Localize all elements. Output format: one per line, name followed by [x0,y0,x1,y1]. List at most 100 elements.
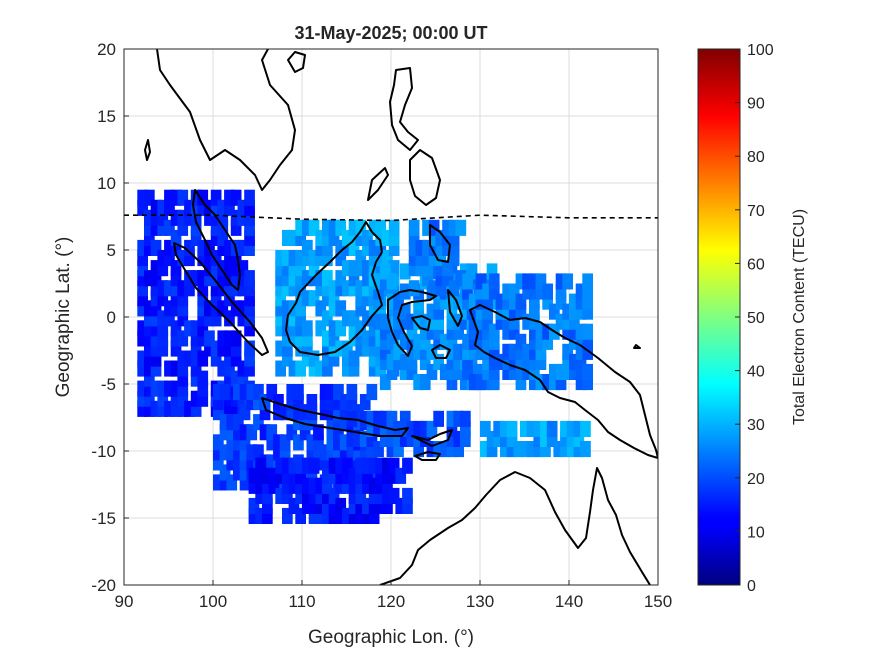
tec-cell [217,260,229,277]
tec-cell [466,263,478,280]
tec-cell [468,303,480,320]
tec-cell [335,239,347,256]
tec-cell [204,209,215,226]
tec-cell [204,199,215,216]
tec-cell [299,414,311,431]
tec-cell [362,340,373,357]
tec-cell [282,350,293,367]
tec-cell [262,487,273,504]
tec-cell [353,430,364,447]
tec-cell [582,283,593,300]
tec-cell [508,323,520,340]
tec-cell [210,260,222,277]
tec-cell [562,363,573,380]
tec-cell [150,239,162,256]
tec-cell [580,441,591,458]
tec-cell [217,300,229,317]
tec-cell [542,323,553,340]
y-tick-label: -10 [91,442,116,461]
tec-cell [273,444,284,461]
tec-cell [177,310,189,327]
tec-cell [549,374,560,391]
tec-cell [184,199,195,216]
tec-cell [339,414,351,431]
tec-cell [515,293,527,310]
tec-cell [230,260,242,277]
tec-cell [408,229,420,246]
tec-cell [190,199,202,216]
tec-cell [575,374,587,391]
tec-cell [506,420,518,437]
tec-cell [150,280,162,297]
tec-cell [348,360,360,377]
tec-cell [306,394,318,411]
tec-cell [475,303,487,320]
tec-cell [313,424,324,441]
tec-cell [197,300,209,317]
tec-cell [306,434,318,451]
tec-cell [453,323,464,340]
tec-cell [197,370,209,387]
tec-cell [342,350,353,367]
tec-cell [177,280,189,297]
magnetic-equator-line [124,214,658,222]
tec-cell [288,457,300,474]
tec-cell [282,270,293,287]
tec-cell [419,374,431,391]
tec-cell [362,497,373,514]
tec-cell [137,360,148,377]
tec-cell [342,260,353,277]
tec-cell [157,280,169,297]
tec-cell [379,313,391,330]
tec-cell [508,293,520,310]
tec-cell [562,273,573,290]
tec-cell [213,454,224,471]
tec-cell [393,343,404,360]
tec-cell [362,290,373,307]
tec-cell [522,353,533,370]
tec-cell [515,374,527,391]
tec-cell [157,330,169,347]
tec-cell [170,300,182,317]
tec-cell [475,323,487,340]
tec-cell [184,250,195,267]
tec-cell [322,250,333,267]
tec-cell [575,283,587,300]
colorbar-tick-label: 50 [747,310,765,327]
tec-cell [508,353,520,370]
tec-cell [399,313,411,330]
tec-cell [197,239,209,256]
tec-cell [177,350,189,367]
tec-cell [197,290,209,307]
tec-cell [210,290,222,307]
tec-cell [197,390,209,407]
tec-cell [575,293,587,310]
tec-cell [342,239,353,256]
tec-cell [406,430,418,447]
tec-cell [302,290,313,307]
tec-cell [502,293,513,310]
tec-cell [468,333,480,350]
tec-cell [582,333,593,350]
tec-cell [439,293,451,310]
tec-cell [535,283,547,300]
tec-cell [219,414,231,431]
tec-cell [399,263,411,280]
tec-cell [177,219,189,236]
tec-cell [475,374,487,391]
tec-cell [210,199,222,216]
tec-cell [137,290,148,307]
tec-cell [382,467,393,484]
colorbar-tick-label: 60 [747,256,765,273]
tec-cell [502,343,513,360]
tec-cell [295,290,306,307]
tec-cell [286,424,298,441]
x-tick-label: 150 [644,592,672,611]
tec-cell [326,424,338,441]
tec-cell [408,219,420,236]
tec-cell [224,340,235,357]
tec-cell [342,467,353,484]
tec-cell [170,260,182,277]
tec-cell [439,363,451,380]
tec-cell [355,280,367,297]
